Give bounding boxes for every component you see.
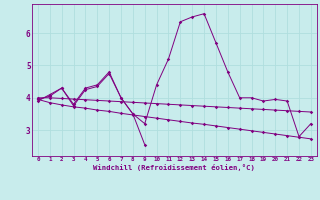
X-axis label: Windchill (Refroidissement éolien,°C): Windchill (Refroidissement éolien,°C) [93, 164, 255, 171]
